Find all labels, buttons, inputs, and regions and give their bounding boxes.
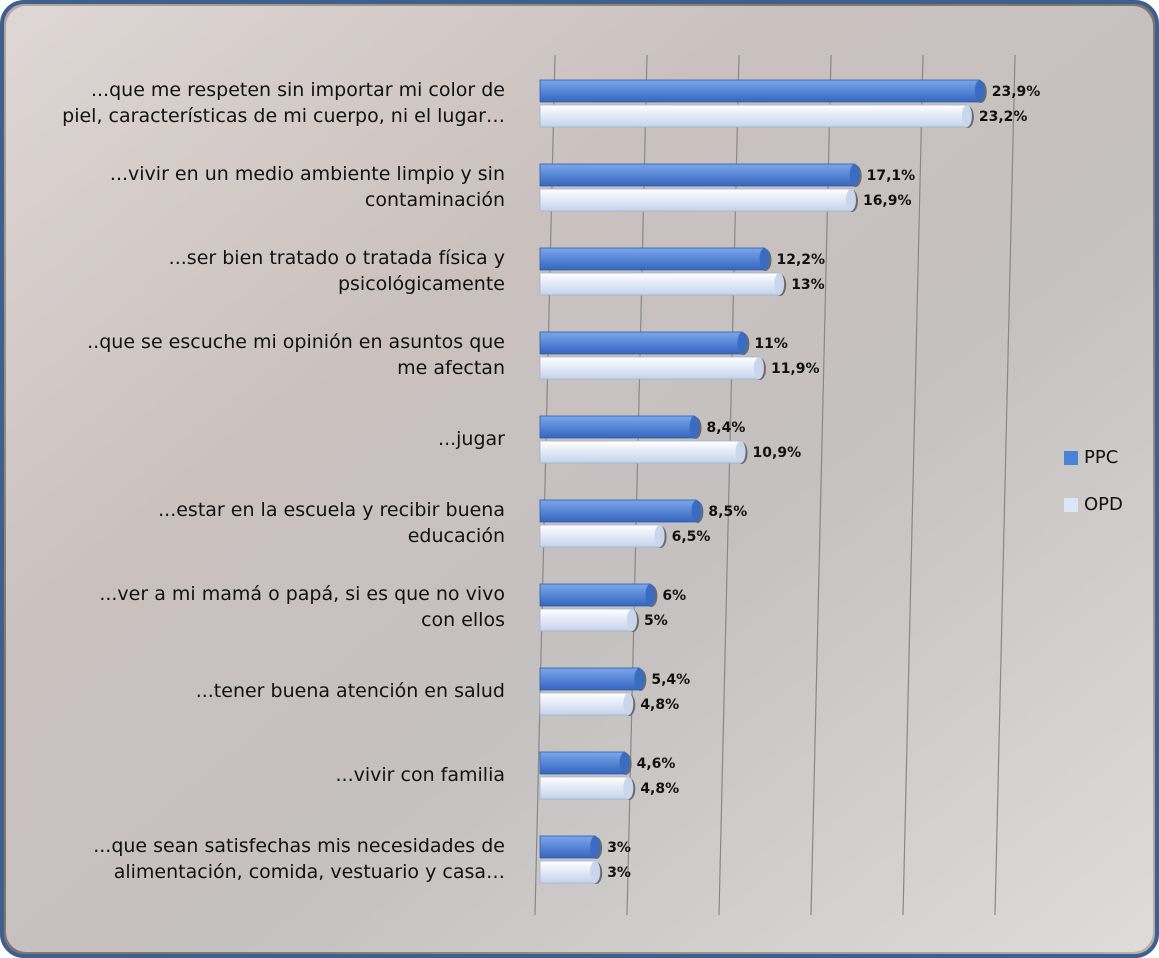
legend-label: PPC <box>1084 447 1118 468</box>
value-label: 16,9% <box>863 193 912 209</box>
value-label: 11,9% <box>771 361 820 377</box>
bar-cap <box>623 777 634 799</box>
category-label: ...ver a mi mamá o papá, si es que no vi… <box>99 583 505 631</box>
value-label: 17,1% <box>867 168 916 184</box>
category-label: ...que me respeten sin importar mi color… <box>62 79 505 127</box>
bar <box>539 499 697 523</box>
bar-cap <box>619 752 630 774</box>
legend-swatch <box>1064 451 1078 465</box>
value-label: 10,9% <box>753 445 802 461</box>
bar-cap <box>737 332 748 354</box>
value-label: 8,4% <box>707 420 746 436</box>
category-label: ..que se escuche mi opinión en asuntos q… <box>87 331 505 379</box>
bar <box>539 331 743 355</box>
grid-line <box>994 54 1016 916</box>
category-label: ...jugar <box>438 428 505 450</box>
value-label: 6% <box>662 588 686 604</box>
bar <box>539 835 596 859</box>
legend-label: OPD <box>1084 494 1123 515</box>
bar <box>539 104 968 128</box>
bar-cap <box>590 836 601 858</box>
value-label: 12,2% <box>776 252 825 268</box>
value-label: 8,5% <box>708 504 747 520</box>
bar <box>539 608 633 632</box>
bar-cap <box>590 861 601 883</box>
category-label: ...vivir en un medio ambiente limpio y s… <box>109 163 505 211</box>
bar-cap <box>627 609 637 631</box>
value-label: 23,9% <box>992 84 1041 100</box>
bar-cap <box>634 668 645 690</box>
bar <box>539 79 981 103</box>
bar-cap <box>961 105 972 127</box>
category-label: ...que sean satisfechas mis necesidades … <box>93 835 505 883</box>
value-label: 5,4% <box>651 672 690 688</box>
category-label: ...vivir con familia <box>335 764 506 786</box>
bar-cap <box>623 693 634 715</box>
value-label: 11% <box>754 336 788 352</box>
bar <box>539 583 651 607</box>
bar <box>539 163 856 187</box>
bar-cap <box>753 357 764 379</box>
bar <box>539 667 640 691</box>
category-label: ...ser bien tratado o tratada física y p… <box>168 247 505 295</box>
bar-cap <box>645 584 656 606</box>
bar <box>539 776 629 800</box>
value-label: 23,2% <box>979 109 1028 125</box>
bar <box>539 524 660 548</box>
bar <box>539 272 780 296</box>
bar-cap <box>735 441 746 463</box>
value-label: 3% <box>607 840 631 856</box>
bar <box>539 247 765 271</box>
bar <box>539 188 852 212</box>
bar-cap <box>849 164 860 186</box>
grid-line <box>902 54 924 916</box>
bar <box>539 692 629 716</box>
bar-cap <box>774 273 785 295</box>
value-label: 5% <box>644 613 668 629</box>
bar <box>539 440 741 464</box>
bar <box>539 415 695 439</box>
bar-cap <box>759 248 770 270</box>
bar <box>539 356 760 380</box>
value-label: 3% <box>607 865 631 881</box>
bar-cap <box>691 500 702 522</box>
bar-cap <box>845 189 856 211</box>
legend-swatch <box>1064 498 1078 512</box>
value-label: 6,5% <box>672 529 711 545</box>
bar-cap <box>689 416 700 438</box>
bar <box>539 860 596 884</box>
value-label: 13% <box>791 277 825 293</box>
overlay <box>6 6 1153 952</box>
bar-cap <box>974 80 985 102</box>
bar <box>539 751 626 775</box>
category-label: ...tener buena atención en salud <box>195 680 505 702</box>
value-label: 4,8% <box>640 697 679 713</box>
value-label: 4,8% <box>640 781 679 797</box>
category-label: ...estar en la escuela y recibir buena e… <box>158 499 505 547</box>
bar-cap <box>654 525 665 547</box>
value-label: 4,6% <box>637 756 676 772</box>
